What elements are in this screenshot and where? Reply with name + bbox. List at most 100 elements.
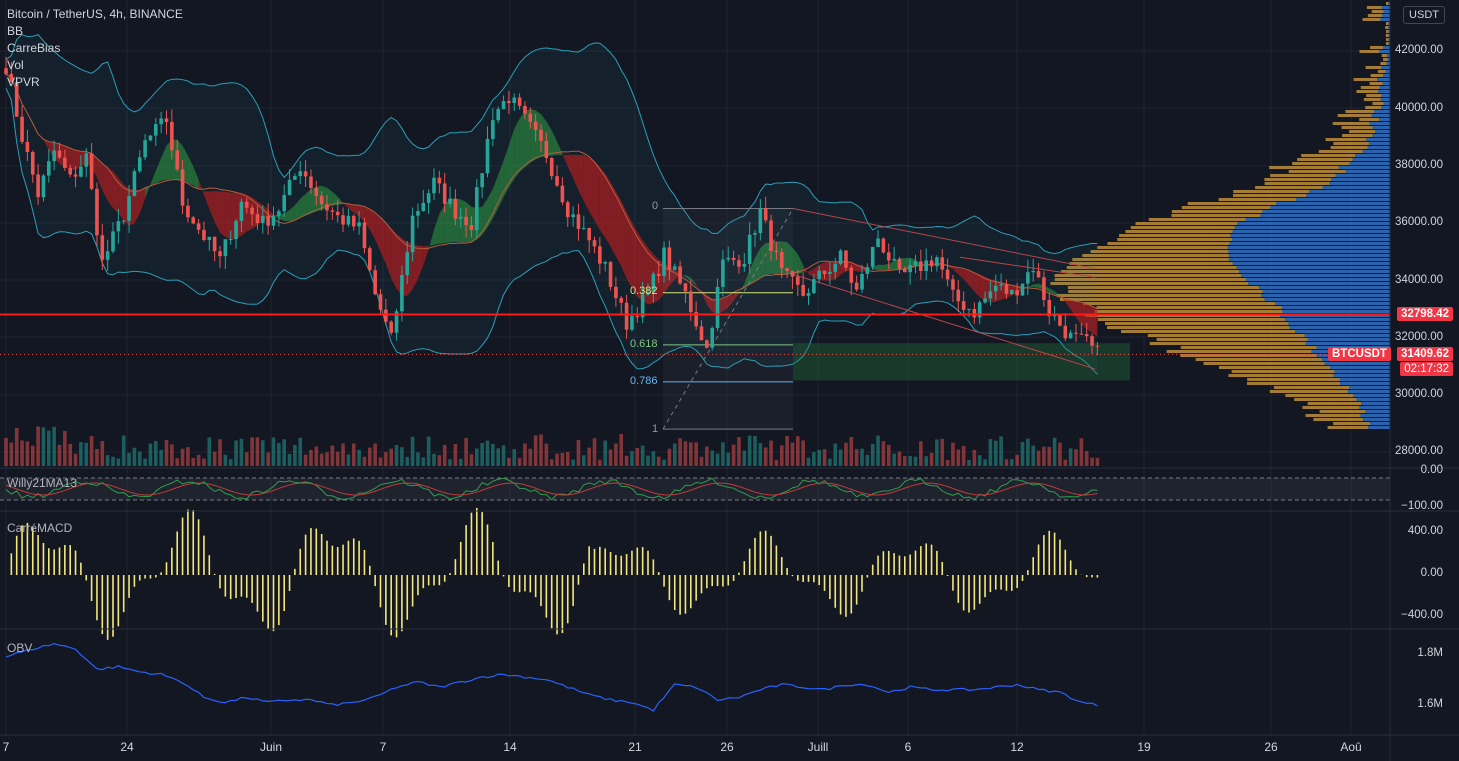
vp-bar-down <box>1329 182 1390 185</box>
vp-bar-up <box>1096 306 1282 309</box>
candle-body <box>314 187 319 196</box>
macd-bar <box>197 519 200 575</box>
macd-label[interactable]: CarréMACD <box>7 521 73 535</box>
macd-bar <box>952 575 954 591</box>
macd-bar <box>1096 575 1099 578</box>
volume-bar <box>1079 438 1084 466</box>
ribbon-segment <box>583 154 590 212</box>
macd-bar <box>331 545 334 575</box>
candle-body <box>662 247 666 276</box>
candle-body <box>870 246 875 268</box>
candle-body <box>1004 284 1009 294</box>
candle-body <box>651 273 656 293</box>
symbol-title[interactable]: Bitcoin / TetherUS, 4h, BINANCE <box>7 7 183 21</box>
ribbon-segment <box>391 228 397 289</box>
vp-bar-up <box>1359 50 1380 53</box>
volume-bar <box>576 440 581 466</box>
macd-bar <box>508 575 510 587</box>
volume-bar <box>763 447 768 466</box>
ribbon-segment <box>209 191 215 222</box>
candle-body <box>1031 270 1035 273</box>
volume-bar <box>250 437 254 466</box>
indicator-vpvr[interactable]: VPVR <box>7 75 40 89</box>
candle-body <box>667 247 672 270</box>
obv-line <box>5 642 1098 712</box>
vp-bar-up <box>1180 346 1317 349</box>
volume-bar <box>672 443 677 466</box>
macd-bar <box>791 575 794 577</box>
indicator-bb[interactable]: BB <box>7 24 24 38</box>
candle-body <box>796 276 800 285</box>
vp-bar-down <box>1260 214 1390 217</box>
vp-bar-down <box>1232 262 1390 265</box>
candle-body <box>480 173 484 188</box>
support-zone[interactable] <box>793 343 1130 381</box>
ribbon-segment <box>43 139 49 151</box>
macd-bar <box>930 544 933 575</box>
macd-bar <box>797 575 799 581</box>
obv-tick: 1.8M <box>1417 647 1443 659</box>
candle-body <box>351 215 356 227</box>
vp-bar-down <box>1372 126 1390 129</box>
ribbon-segment <box>1081 302 1087 330</box>
candle-body <box>4 68 8 74</box>
time-tick: 24 <box>120 740 134 754</box>
macd-bar <box>176 531 178 575</box>
vp-bar-up <box>1056 294 1261 297</box>
candle-body <box>266 215 270 226</box>
macd-bar <box>363 549 366 575</box>
candle-body <box>52 150 56 162</box>
candle-body <box>512 97 517 104</box>
volume-bar <box>747 435 752 466</box>
bb-fill <box>6 34 1098 375</box>
candle-body <box>571 214 575 218</box>
volume-bar <box>699 456 704 466</box>
symbol-tag[interactable]: BTCUSDT <box>1328 347 1391 361</box>
wedge-lower <box>792 273 1096 370</box>
macd-bar <box>1069 560 1072 575</box>
obv-label[interactable]: OBV <box>7 641 33 655</box>
volume-bar <box>480 443 484 466</box>
volume-bar <box>1052 437 1057 466</box>
candle-body <box>63 157 67 169</box>
macd-bar <box>101 575 104 635</box>
candlesticks <box>4 56 1100 356</box>
ribbon-segment <box>203 191 210 210</box>
volume-bar <box>967 459 971 466</box>
ribbon-segment <box>332 191 338 206</box>
macd-bar <box>1011 575 1013 591</box>
candle-body <box>913 261 918 266</box>
vp-bar-down <box>1386 62 1390 65</box>
volume-bar <box>640 445 645 466</box>
last-price-tag[interactable]: 31409.62 <box>1397 347 1453 361</box>
volume-bar <box>314 446 319 466</box>
willy-label[interactable]: Willy21MA13 <box>7 476 78 490</box>
ribbon-segment <box>492 175 499 219</box>
indicator-vol[interactable]: Vol <box>7 58 24 72</box>
ribbon-segment <box>70 148 76 171</box>
candle-body <box>111 231 115 252</box>
price-lines[interactable] <box>0 313 1390 355</box>
resistance-price-tag[interactable]: 32798.42 <box>1397 307 1453 321</box>
volume-bar <box>742 450 747 466</box>
candle-body <box>785 268 789 271</box>
macd-bar <box>609 551 612 575</box>
ribbon-segment <box>155 157 162 183</box>
volume-bar <box>565 452 570 466</box>
currency-button[interactable]: USDT <box>1403 6 1445 24</box>
volume-bar <box>517 458 522 466</box>
vp-bar-up <box>1156 338 1308 341</box>
macd-bar <box>374 575 376 587</box>
macd-bar <box>288 575 291 592</box>
vp-bar-down <box>1339 382 1390 385</box>
candle-body <box>282 194 286 212</box>
fibonacci-retracement[interactable] <box>662 208 794 430</box>
candle-body <box>988 291 993 299</box>
volume-bar <box>614 443 618 466</box>
macd-bar <box>267 575 269 630</box>
macd-bar <box>401 575 403 632</box>
indicator-carrebias[interactable]: CarreBias <box>7 41 61 55</box>
macd-bar <box>994 575 997 590</box>
